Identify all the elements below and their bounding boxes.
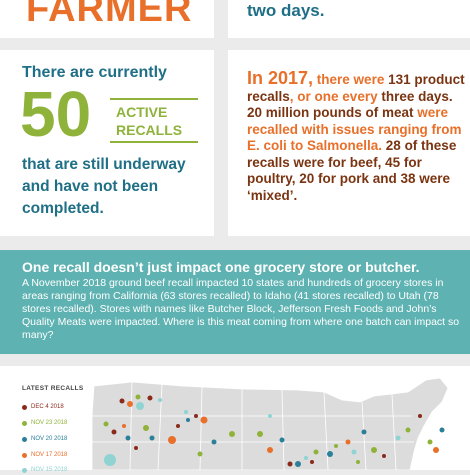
active-recalls-panel bbox=[0, 50, 214, 236]
active-recalls-badge: ACTIVE RECALLS bbox=[110, 98, 198, 143]
recall-marker bbox=[304, 456, 308, 460]
recall-marker bbox=[229, 431, 235, 437]
stats-2017-text: In 2017, there were 131 product recalls,… bbox=[247, 68, 467, 204]
recall-marker bbox=[147, 395, 153, 401]
top-left-panel bbox=[0, 0, 214, 38]
recall-marker bbox=[356, 460, 360, 464]
recall-marker bbox=[200, 416, 208, 424]
recall-marker bbox=[382, 454, 386, 458]
legend-label: NOV 20 2018 bbox=[31, 436, 68, 442]
grocery-impact-title: One recall doesn’t just impact one groce… bbox=[22, 259, 420, 275]
recall-marker bbox=[127, 401, 133, 407]
recall-marker bbox=[418, 414, 422, 418]
recall-marker bbox=[135, 394, 141, 400]
legend-item-nov-23: NOV 23 2018 bbox=[22, 419, 67, 428]
state-border bbox=[391, 393, 397, 470]
recall-marker bbox=[295, 461, 301, 467]
recall-markers bbox=[103, 394, 445, 467]
top-right-panel bbox=[228, 0, 470, 38]
recall-marker bbox=[168, 436, 176, 444]
recall-marker bbox=[405, 427, 411, 433]
grocery-impact-section bbox=[0, 250, 470, 354]
recall-marker bbox=[103, 421, 109, 427]
stats-highlight-1: 131 product recalls bbox=[247, 72, 465, 104]
legend-dot bbox=[22, 420, 27, 426]
underway-text: that are still underway and have not bee… bbox=[22, 156, 186, 217]
recall-marker bbox=[268, 414, 272, 418]
recall-marker bbox=[143, 425, 149, 431]
recall-marker bbox=[125, 435, 131, 441]
recall-marker bbox=[176, 424, 180, 428]
legend-label: NOV 17 2018 bbox=[31, 452, 68, 458]
recall-marker bbox=[134, 446, 138, 450]
state-border bbox=[157, 383, 163, 470]
recall-marker bbox=[136, 402, 144, 410]
recall-marker bbox=[194, 414, 198, 418]
stats-highlight-3: 28 of these recalls were for beef, 45 fo… bbox=[247, 138, 457, 203]
active-recalls-number: 50 bbox=[20, 78, 92, 150]
recall-marker bbox=[313, 449, 319, 455]
currently-text: There are currently bbox=[22, 64, 167, 81]
stats-highlight-2: three days. 20 million pounds of meat bbox=[247, 88, 453, 121]
stats-text-1: there were bbox=[313, 72, 389, 87]
state-border bbox=[129, 381, 133, 470]
recall-marker bbox=[439, 427, 445, 433]
recall-marker bbox=[186, 418, 190, 422]
recall-marker bbox=[267, 447, 273, 453]
us-recall-map bbox=[92, 377, 449, 470]
legend-label: NOV 23 2018 bbox=[31, 420, 68, 426]
recall-marker bbox=[111, 429, 117, 435]
recall-marker bbox=[287, 461, 293, 467]
recall-marker bbox=[327, 451, 333, 457]
recall-marker bbox=[197, 451, 203, 457]
grocery-impact-body: A November 2018 ground beef recall impac… bbox=[22, 277, 460, 341]
recall-marker bbox=[211, 439, 217, 445]
stats-text-3: were recalled with issues ranging from E… bbox=[247, 105, 462, 153]
recall-marker bbox=[279, 437, 285, 443]
latest-recalls-title: LATEST RECALLS bbox=[22, 385, 84, 392]
recall-marker bbox=[122, 424, 126, 428]
recall-marker bbox=[334, 444, 338, 448]
farmer-heading: FARMER bbox=[26, 0, 193, 30]
state-border bbox=[361, 401, 367, 470]
recall-marker bbox=[427, 439, 433, 445]
recall-marker bbox=[149, 435, 155, 441]
legend-item-nov-17: NOV 17 2018 bbox=[22, 451, 67, 460]
recall-marker bbox=[351, 449, 357, 455]
two-days-text: two days. bbox=[247, 1, 325, 20]
recalls-label: RECALLS bbox=[116, 122, 183, 138]
us-map-shape bbox=[92, 377, 449, 470]
recall-marker bbox=[310, 460, 314, 464]
legend-dot bbox=[22, 404, 27, 410]
recall-marker bbox=[345, 439, 351, 445]
stats-2017-panel bbox=[228, 50, 470, 236]
state-border bbox=[323, 391, 329, 470]
recall-marker bbox=[371, 447, 377, 453]
stats-year: In 2017, bbox=[247, 68, 314, 88]
recall-marker bbox=[158, 398, 162, 402]
legend-dot bbox=[22, 452, 27, 458]
legend-label: NOV 15 2018 bbox=[31, 467, 68, 473]
stats-text-2: , or one every bbox=[289, 88, 382, 104]
legend-item-dec-4: DEC 4 2018 bbox=[22, 403, 64, 412]
recall-marker bbox=[104, 454, 116, 466]
legend-item-nov-20: NOV 20 2018 bbox=[22, 435, 67, 444]
recall-marker bbox=[119, 398, 125, 404]
recall-marker bbox=[361, 429, 367, 435]
state-border bbox=[281, 389, 285, 470]
legend-dot bbox=[22, 436, 27, 442]
recall-marker bbox=[395, 435, 401, 441]
legend-dot bbox=[22, 467, 27, 473]
active-label: ACTIVE bbox=[116, 104, 168, 120]
recall-marker bbox=[257, 431, 263, 437]
legend-label: DEC 4 2018 bbox=[31, 404, 64, 410]
recall-marker bbox=[433, 447, 439, 453]
recall-marker bbox=[184, 410, 188, 414]
legend-item-nov-15: NOV 15 2018 bbox=[22, 466, 67, 475]
